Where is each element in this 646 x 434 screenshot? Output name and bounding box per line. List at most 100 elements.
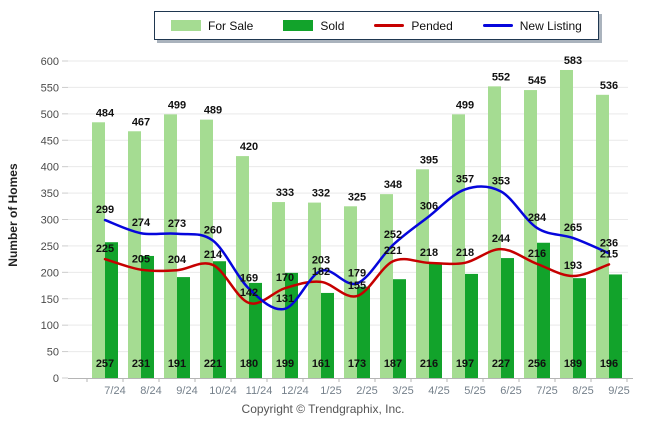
new-listing-value-label: 169 (240, 273, 258, 285)
sold-value-label: 199 (276, 358, 294, 370)
y-tick-label: 50 (47, 347, 59, 359)
bar-sold (321, 292, 334, 378)
new-listing-value-label: 353 (492, 175, 510, 187)
new-listing-value-label: 306 (420, 200, 438, 212)
pended-value-label: 221 (384, 245, 402, 257)
y-tick-label: 250 (41, 241, 59, 253)
pended-value-label: 170 (276, 272, 294, 284)
sold-value-label: 231 (132, 358, 150, 370)
new-listing-value-label: 179 (348, 267, 366, 279)
sold-value-label: 227 (492, 358, 510, 370)
for-sale-value-label: 467 (132, 116, 150, 128)
sold-value-label: 189 (564, 358, 582, 370)
legend-item-new-listing: New Listing (482, 19, 582, 33)
for-sale-value-label: 420 (240, 141, 258, 153)
pended-value-label: 215 (600, 248, 618, 260)
sold-swatch-icon (283, 20, 314, 31)
bar-for-sale (236, 156, 249, 378)
pended-line-swatch-icon (374, 24, 405, 27)
new-listing-value-label: 357 (456, 173, 474, 185)
bar-for-sale (596, 94, 609, 379)
for-sale-value-label: 325 (348, 191, 366, 203)
y-tick-label: 150 (41, 294, 59, 306)
bar-sold (285, 272, 298, 378)
x-tick-label: 7/25 (536, 385, 557, 397)
for-sale-value-label: 552 (492, 71, 510, 83)
sold-value-label: 161 (312, 358, 330, 370)
new-listing-value-label: 236 (600, 237, 618, 249)
new-listing-value-label: 131 (276, 293, 294, 305)
new-listing-value-label: 203 (312, 255, 330, 267)
x-tick-label: 4/25 (428, 385, 449, 397)
legend-item-sold: Sold (283, 19, 344, 33)
new-listing-value-label: 252 (384, 229, 402, 241)
bar-for-sale (560, 69, 573, 379)
bar-sold (465, 273, 478, 378)
pended-value-label: 214 (204, 249, 223, 261)
bar-sold (501, 258, 514, 378)
pended-value-label: 155 (348, 280, 366, 292)
bar-for-sale (524, 90, 537, 378)
x-tick-label: 1/25 (320, 385, 341, 397)
line-pended (103, 247, 611, 305)
legend-label: For Sale (208, 18, 254, 33)
y-tick-label: 550 (41, 82, 59, 94)
legend-item-pended: Pended (374, 18, 453, 33)
bar-sold (357, 286, 370, 378)
x-tick-label: 10/24 (209, 385, 237, 397)
y-tick-label: 300 (41, 215, 59, 227)
bar-for-sale (344, 206, 357, 378)
x-tick-label: 7/24 (104, 385, 125, 397)
for-sale-value-label: 348 (384, 179, 402, 191)
pended-value-label: 218 (456, 247, 474, 259)
x-tick-label: 11/24 (246, 385, 273, 397)
bar-sold (573, 278, 586, 378)
bar-for-sale (308, 202, 321, 378)
sold-value-label: 196 (600, 358, 618, 370)
bar-sold (141, 255, 154, 378)
for-sale-value-label: 484 (96, 107, 115, 119)
new-listing-value-label: 284 (528, 212, 547, 224)
sold-value-label: 216 (420, 358, 438, 370)
for-sale-value-label: 583 (564, 55, 582, 67)
bar-sold (213, 261, 226, 378)
pended-value-label: 205 (132, 254, 150, 266)
pended-value-label: 218 (420, 247, 438, 259)
y-tick-label: 350 (41, 188, 59, 200)
legend-label: Pended (411, 18, 453, 33)
bar-for-sale (92, 122, 105, 378)
legend-item-for-sale: For Sale (171, 19, 253, 33)
for-sale-value-label: 395 (420, 154, 438, 166)
x-tick-label: 8/25 (572, 385, 593, 397)
bar-for-sale (380, 194, 393, 378)
y-tick-label: 450 (41, 135, 59, 147)
sold-value-label: 197 (456, 358, 474, 370)
legend: For Sale Sold Pended New Listing (154, 11, 599, 40)
pended-value-label: 142 (240, 287, 258, 299)
sold-value-label: 187 (384, 358, 402, 370)
y-tick-label: 500 (41, 109, 59, 121)
pended-value-label: 193 (564, 260, 582, 272)
x-tick-label: 9/24 (176, 385, 197, 397)
y-tick-label: 200 (41, 267, 59, 279)
x-tick-label: 12/24 (281, 385, 309, 397)
bar-sold (537, 242, 550, 378)
y-axis-title: Number of Homes (6, 163, 20, 267)
y-tick-label: 600 (41, 56, 59, 68)
for-sale-value-label: 499 (168, 99, 186, 111)
pended-value-label: 182 (312, 266, 330, 278)
bar-for-sale (200, 119, 213, 379)
for-sale-value-label: 333 (276, 187, 294, 199)
new-listing-value-label: 274 (132, 217, 151, 229)
sold-value-label: 257 (96, 358, 114, 370)
for-sale-value-label: 332 (312, 188, 330, 200)
sold-value-label: 173 (348, 358, 366, 370)
bar-sold (105, 242, 118, 378)
new-listing-line-swatch-icon (482, 24, 513, 27)
bar-for-sale (488, 86, 501, 379)
y-tick-label: 400 (41, 162, 59, 174)
pended-value-label: 244 (492, 233, 511, 245)
sold-value-label: 180 (240, 358, 258, 370)
for-sale-value-label: 489 (204, 105, 222, 117)
